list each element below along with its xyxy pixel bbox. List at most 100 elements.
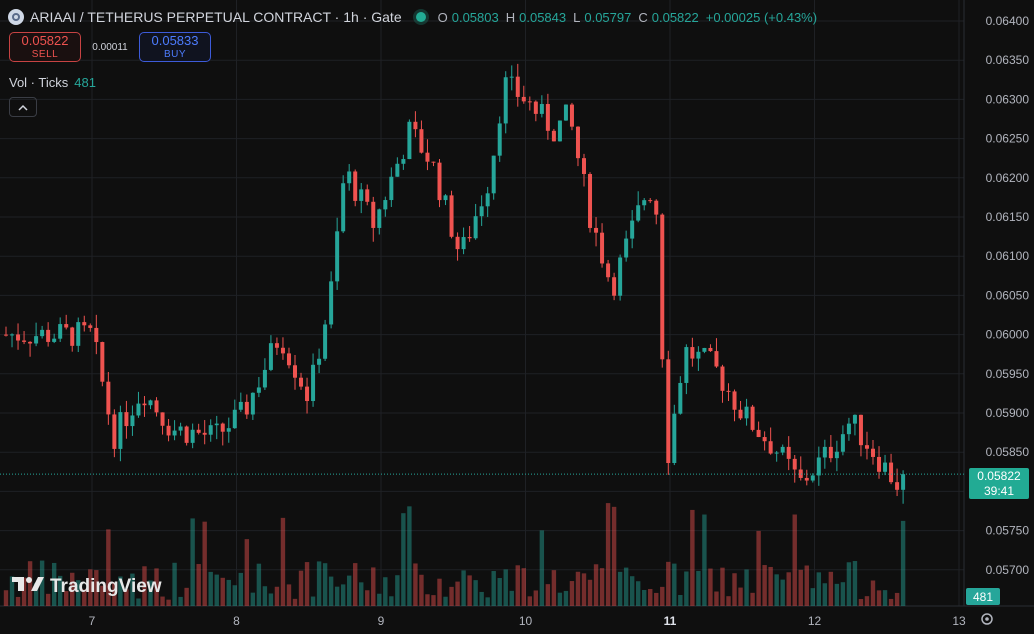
volume-bar	[124, 589, 129, 606]
volume-bar	[533, 590, 539, 606]
y-tick-label: 0.06250	[986, 132, 1030, 146]
candle-body	[521, 96, 526, 102]
volume-bar	[226, 579, 231, 606]
candle-body	[419, 129, 424, 153]
candle-body	[672, 413, 677, 464]
volume-bar	[702, 514, 707, 606]
current-price-tag: 0.05822 39:41	[969, 468, 1029, 499]
candle-body	[569, 104, 574, 127]
volume-bar	[238, 572, 244, 606]
candle-body	[329, 281, 334, 325]
volume-bar	[154, 568, 159, 606]
candle-body	[280, 347, 285, 354]
candle-body	[190, 429, 195, 443]
candle-body	[208, 425, 213, 435]
volume-axis-tag: 481	[966, 588, 1000, 605]
volume-bar	[660, 586, 665, 606]
sell-button[interactable]: 0.05822 SELL	[9, 32, 81, 62]
volume-bar	[274, 586, 280, 606]
candle-body	[726, 390, 731, 392]
candle-body	[467, 237, 472, 239]
candle-body	[106, 381, 111, 415]
y-tick-label: 0.06200	[986, 171, 1030, 185]
candle-body	[720, 366, 725, 391]
candle-body	[256, 387, 261, 393]
volume-bar	[774, 574, 779, 606]
candle-body	[455, 236, 460, 250]
candle-body	[76, 322, 81, 346]
market-status-dot-icon	[415, 12, 426, 22]
candle-body	[88, 325, 93, 328]
candle-body	[413, 121, 418, 130]
volume-bar	[792, 514, 797, 606]
volume-bar	[834, 583, 840, 606]
y-tick-label: 0.05700	[986, 563, 1030, 577]
volume-bar	[539, 530, 545, 606]
volume-bar	[190, 518, 195, 606]
candle-body	[895, 482, 900, 490]
volume-bar	[70, 572, 75, 606]
volume-bar	[557, 592, 563, 606]
candle-body	[64, 324, 69, 328]
volume-bar	[425, 594, 430, 606]
tradingview-logo[interactable]: TradingView	[12, 575, 162, 598]
volume-bar	[401, 513, 406, 606]
volume-bar	[100, 585, 105, 606]
volume-bar	[623, 567, 629, 606]
candle-body	[485, 193, 490, 207]
candle-body	[618, 257, 623, 296]
candle-body	[112, 414, 117, 449]
buy-button[interactable]: 0.05833 BUY	[139, 32, 211, 62]
volume-bar	[256, 563, 262, 606]
volume-bar	[744, 569, 749, 606]
candle-body	[347, 171, 352, 184]
candle-body	[786, 446, 791, 459]
candle-body	[166, 425, 171, 436]
volume-bar	[810, 588, 815, 606]
candle-body	[323, 324, 328, 359]
candle-body	[274, 343, 279, 348]
candle-body	[588, 173, 593, 228]
volume-bar	[666, 561, 671, 606]
x-tick-label: 12	[808, 614, 822, 628]
candle-body	[798, 469, 803, 478]
volume-bar	[148, 580, 153, 606]
volume-bar	[611, 506, 617, 606]
candle-body	[828, 446, 833, 459]
candle-body	[46, 329, 51, 342]
volume-bar	[629, 576, 635, 606]
collapse-legend-button[interactable]	[9, 97, 37, 117]
volume-bar	[642, 589, 647, 606]
y-tick-label: 0.06050	[986, 288, 1030, 302]
time-axis: 7 8 9 10 11 12 13	[89, 614, 966, 628]
candle-body	[557, 120, 562, 142]
volume-bar	[27, 561, 33, 606]
candle-body	[756, 429, 761, 438]
volume-bar	[569, 581, 575, 606]
volume-bar	[316, 561, 322, 606]
y-tick-label: 0.06350	[986, 53, 1030, 67]
candle-body	[443, 195, 448, 201]
low-value: 0.05797	[584, 9, 632, 25]
volume-bar	[467, 575, 472, 606]
candle-body	[178, 426, 183, 431]
volume-bar	[292, 598, 298, 606]
volume-label: Vol · Ticks	[9, 75, 69, 90]
volume-bar	[545, 584, 551, 606]
volume-bar	[94, 570, 99, 606]
candle-body	[624, 238, 629, 258]
low-key: L	[573, 9, 581, 25]
volume-bar	[166, 599, 171, 606]
volume-bar	[581, 573, 587, 606]
high-key: H	[505, 9, 516, 25]
candle-body	[425, 152, 430, 162]
volume-bar	[678, 595, 683, 606]
volume-legend[interactable]: Vol · Ticks 481	[9, 75, 96, 90]
volume-bar	[3, 590, 9, 606]
volume-bar	[286, 584, 292, 606]
chart-header: ARIAAI / TETHERUS PERPETUAL CONTRACT · 1…	[8, 7, 820, 27]
settings-gear-icon[interactable]	[980, 612, 994, 629]
symbol-title[interactable]: ARIAAI / TETHERUS PERPETUAL CONTRACT · 1…	[30, 9, 402, 25]
volume-bar	[635, 581, 641, 606]
